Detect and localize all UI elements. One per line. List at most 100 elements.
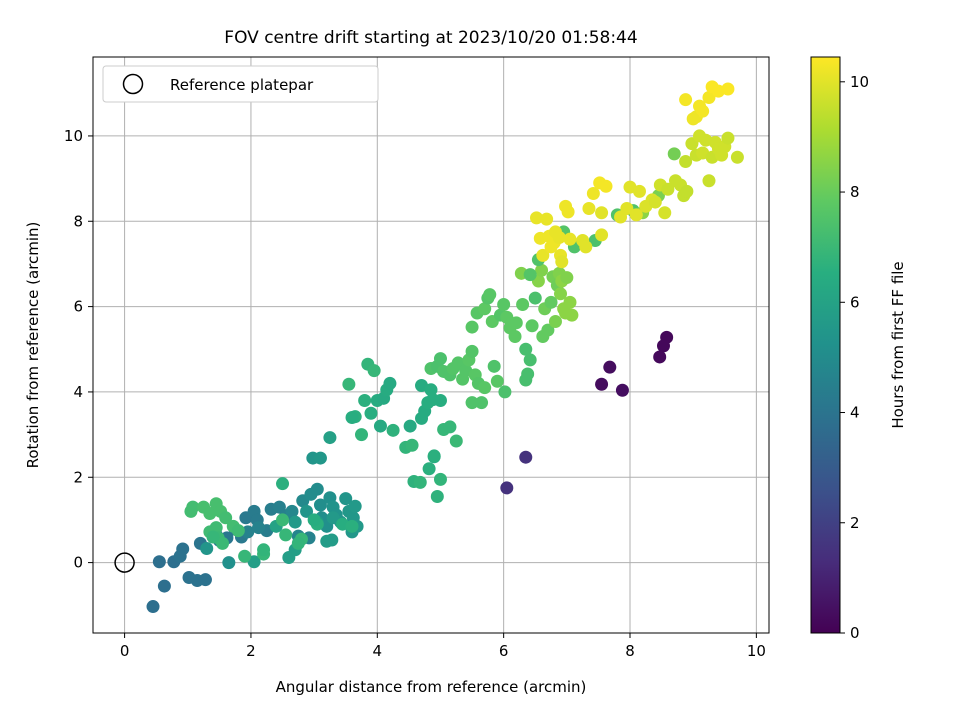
data-point bbox=[552, 230, 566, 244]
data-point bbox=[231, 524, 245, 538]
data-point bbox=[721, 131, 735, 145]
y-tick-label: 2 bbox=[73, 468, 83, 486]
data-point bbox=[198, 573, 212, 587]
x-tick-label: 6 bbox=[499, 642, 509, 660]
colorbar: 0 2 4 6 8 10 Hours from first FF file bbox=[810, 56, 907, 642]
y-tick-label: 0 bbox=[73, 554, 83, 572]
x-tick-label: 0 bbox=[120, 642, 130, 660]
colorbar-tick-label: 0 bbox=[850, 624, 860, 642]
data-point bbox=[561, 205, 575, 219]
data-point bbox=[563, 295, 577, 309]
data-point bbox=[648, 195, 662, 209]
data-point bbox=[427, 449, 441, 463]
data-point bbox=[325, 533, 339, 547]
data-point bbox=[525, 319, 539, 333]
data-point bbox=[465, 396, 479, 410]
data-point bbox=[523, 353, 537, 367]
data-point bbox=[490, 374, 504, 388]
data-point bbox=[560, 271, 574, 285]
y-tick-label: 10 bbox=[64, 127, 83, 145]
data-point bbox=[516, 297, 530, 311]
data-point bbox=[310, 482, 324, 496]
data-point bbox=[247, 555, 261, 569]
data-point bbox=[206, 530, 220, 544]
data-point bbox=[355, 428, 369, 442]
data-point bbox=[523, 268, 537, 282]
data-point bbox=[563, 232, 577, 246]
data-point bbox=[339, 492, 353, 506]
data-point bbox=[413, 475, 427, 489]
data-point bbox=[291, 536, 305, 550]
data-point bbox=[203, 507, 217, 521]
data-point bbox=[579, 240, 593, 254]
data-point bbox=[422, 462, 436, 476]
data-point bbox=[519, 342, 533, 356]
data-point bbox=[364, 406, 378, 420]
data-point bbox=[500, 481, 514, 495]
y-tick-label: 6 bbox=[73, 298, 83, 316]
data-point bbox=[216, 536, 230, 550]
data-point bbox=[449, 434, 463, 448]
data-point bbox=[146, 600, 160, 614]
data-point bbox=[157, 579, 171, 593]
data-point bbox=[219, 511, 233, 525]
data-point bbox=[595, 228, 609, 242]
data-point bbox=[679, 155, 693, 169]
data-point bbox=[679, 93, 693, 107]
data-point bbox=[326, 511, 340, 525]
data-point bbox=[603, 360, 617, 374]
data-point bbox=[252, 521, 266, 535]
data-point bbox=[288, 515, 302, 529]
data-point bbox=[702, 174, 716, 188]
data-point bbox=[498, 385, 512, 399]
x-axis-ticks: 0 2 4 6 8 10 bbox=[120, 633, 766, 660]
data-point bbox=[586, 187, 600, 201]
data-point bbox=[528, 291, 542, 305]
data-point bbox=[257, 543, 271, 557]
colorbar-tick-label: 4 bbox=[850, 404, 860, 422]
reference-platepar-marker bbox=[114, 552, 135, 573]
x-tick-label: 4 bbox=[373, 642, 383, 660]
data-point bbox=[497, 297, 511, 311]
data-point bbox=[595, 206, 609, 220]
data-point bbox=[544, 295, 558, 309]
data-point bbox=[276, 477, 290, 491]
data-point bbox=[667, 147, 681, 161]
data-point bbox=[345, 519, 359, 533]
data-point bbox=[541, 323, 555, 337]
data-point bbox=[656, 339, 670, 353]
data-point bbox=[276, 513, 290, 527]
colorbar-tick-label: 10 bbox=[850, 73, 869, 91]
data-point bbox=[632, 184, 646, 198]
y-tick-label: 4 bbox=[73, 383, 83, 401]
data-point bbox=[186, 500, 200, 514]
data-point bbox=[582, 201, 596, 215]
y-axis-label: Rotation from reference (arcmin) bbox=[24, 222, 42, 469]
data-point bbox=[358, 393, 372, 407]
data-point bbox=[152, 555, 166, 569]
plot-frame bbox=[92, 56, 770, 634]
data-point bbox=[373, 419, 387, 433]
data-point bbox=[405, 438, 419, 452]
data-point bbox=[367, 364, 381, 378]
data-point bbox=[348, 499, 362, 513]
data-point bbox=[509, 316, 523, 330]
data-point bbox=[443, 420, 457, 434]
data-point bbox=[238, 549, 252, 563]
data-point bbox=[300, 504, 314, 518]
legend-reference-icon bbox=[122, 73, 144, 95]
data-point bbox=[475, 396, 489, 410]
data-point bbox=[536, 248, 550, 262]
data-point bbox=[403, 419, 417, 433]
data-point bbox=[313, 451, 327, 465]
data-point bbox=[342, 377, 356, 391]
data-point bbox=[658, 206, 672, 220]
data-point bbox=[702, 91, 716, 105]
data-point bbox=[307, 513, 321, 527]
data-point bbox=[653, 350, 667, 364]
data-point bbox=[386, 423, 400, 437]
data-point bbox=[696, 104, 710, 118]
data-point bbox=[424, 383, 438, 397]
data-point bbox=[565, 308, 579, 322]
